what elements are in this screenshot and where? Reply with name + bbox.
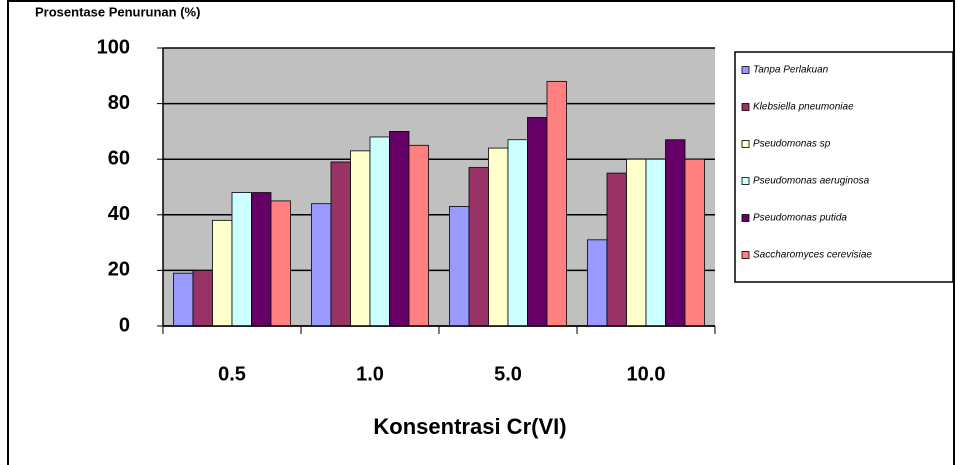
bar bbox=[665, 139, 686, 327]
legend-swatch bbox=[741, 66, 750, 74]
bar bbox=[527, 117, 548, 327]
legend-label: Pseudomonas sp bbox=[753, 139, 831, 150]
x-tick-label: 5.0 bbox=[494, 363, 522, 385]
bar bbox=[546, 80, 567, 327]
bar bbox=[369, 136, 390, 327]
bar bbox=[270, 200, 291, 327]
bar bbox=[626, 158, 647, 327]
bar bbox=[507, 139, 528, 327]
y-tick-label: 40 bbox=[108, 203, 130, 225]
bar bbox=[330, 161, 351, 327]
bar bbox=[488, 147, 509, 327]
legend-label: Tanpa Perlakuan bbox=[753, 65, 829, 76]
bar bbox=[684, 158, 705, 327]
bar bbox=[645, 158, 666, 327]
bar bbox=[587, 239, 608, 327]
legend-label: Pseudomonas aeruginosa bbox=[753, 176, 870, 187]
bar bbox=[212, 219, 233, 327]
y-tick-label: 80 bbox=[108, 92, 130, 114]
legend-swatch bbox=[741, 251, 750, 259]
legend-swatch bbox=[741, 177, 750, 185]
bar bbox=[449, 206, 470, 327]
legend-label: Saccharomyces cerevisiae bbox=[753, 250, 872, 261]
bar bbox=[350, 150, 371, 327]
bar bbox=[468, 167, 489, 327]
bar bbox=[231, 192, 252, 327]
bar bbox=[606, 172, 627, 327]
legend-label: Klebsiella pneumoniae bbox=[753, 102, 854, 113]
y-tick-label: 0 bbox=[119, 314, 130, 336]
legend-swatch bbox=[741, 214, 750, 222]
legend-box bbox=[734, 51, 954, 283]
y-axis-title: Prosentase Penurunan (%) bbox=[35, 4, 200, 19]
bar bbox=[173, 272, 194, 327]
x-tick-label: 1.0 bbox=[356, 363, 384, 385]
bar bbox=[311, 203, 332, 327]
legend-swatch bbox=[741, 140, 750, 148]
legend-label: Pseudomonas putida bbox=[753, 213, 847, 224]
bar bbox=[389, 130, 410, 327]
bar bbox=[251, 192, 272, 327]
x-axis-title: Konsentrasi Cr(VI) bbox=[373, 414, 566, 439]
y-tick-label: 20 bbox=[108, 259, 130, 281]
y-tick-label: 100 bbox=[97, 36, 130, 58]
bar bbox=[408, 144, 429, 327]
x-tick-label: 0.5 bbox=[218, 363, 246, 385]
x-tick-label: 10.0 bbox=[627, 363, 666, 385]
bar bbox=[192, 269, 213, 327]
legend-swatch bbox=[741, 103, 750, 111]
y-tick-label: 60 bbox=[108, 147, 130, 169]
